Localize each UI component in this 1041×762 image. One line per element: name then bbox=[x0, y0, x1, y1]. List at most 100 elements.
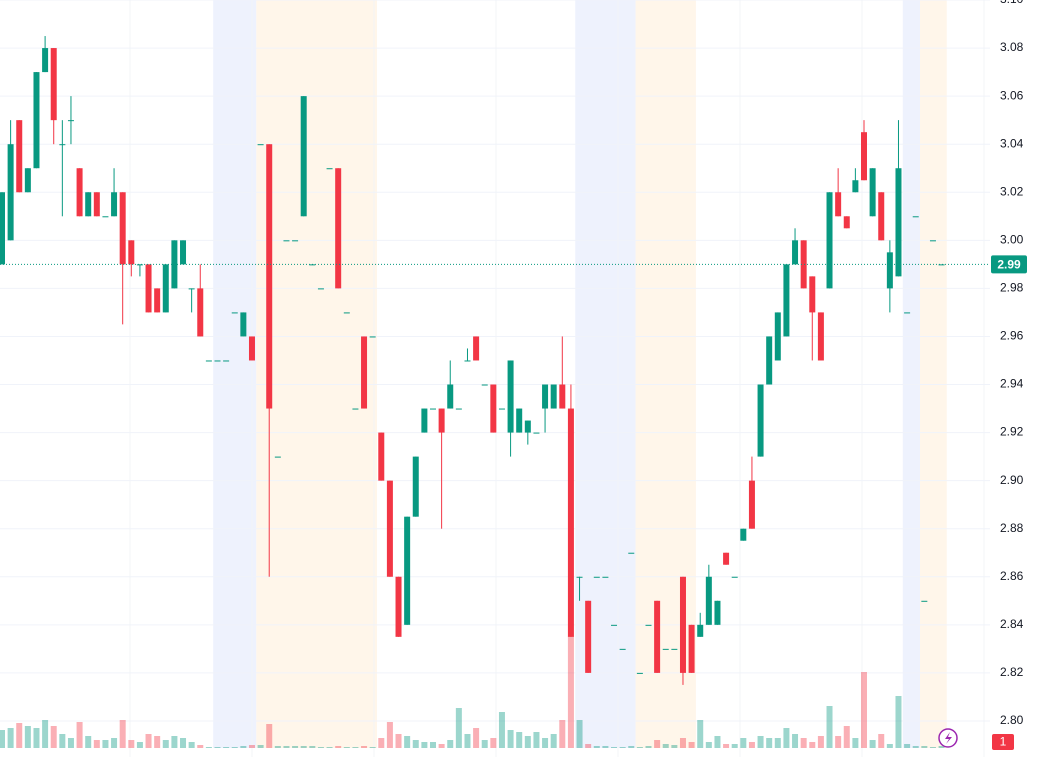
candle-body bbox=[257, 144, 264, 146]
candle-body bbox=[800, 240, 807, 289]
candle-body bbox=[843, 216, 850, 229]
candle-body bbox=[214, 360, 221, 362]
y-tick-label: 2.80 bbox=[1000, 713, 1024, 727]
candle-body bbox=[542, 384, 549, 409]
volume-bar bbox=[343, 747, 350, 748]
volume-bar bbox=[102, 740, 109, 748]
candle-body bbox=[352, 408, 359, 410]
volume-bar bbox=[748, 742, 755, 748]
candle-body bbox=[490, 384, 497, 433]
session-shading bbox=[213, 0, 947, 748]
candle-body bbox=[102, 216, 109, 218]
volume-bar bbox=[0, 730, 5, 748]
candle-body bbox=[455, 408, 462, 410]
volume-bar bbox=[809, 742, 816, 748]
candle-body bbox=[886, 252, 893, 289]
candle-body bbox=[50, 48, 57, 121]
volume-bar bbox=[473, 728, 480, 748]
candle-body bbox=[67, 120, 74, 122]
candle-body bbox=[223, 360, 230, 362]
y-tick-label: 2.82 bbox=[1000, 665, 1024, 679]
candle-body bbox=[93, 192, 100, 217]
volume-bar bbox=[93, 740, 100, 748]
candle-body bbox=[274, 456, 281, 458]
badge-bg bbox=[992, 734, 1014, 750]
candle-body bbox=[317, 288, 324, 290]
candle-body bbox=[740, 528, 747, 541]
candle-body bbox=[904, 312, 911, 314]
candle-body bbox=[300, 96, 307, 217]
candle-body bbox=[240, 312, 247, 337]
volume-bar bbox=[300, 746, 307, 748]
candle-body bbox=[679, 576, 686, 673]
candle-body bbox=[878, 192, 885, 241]
volume-bar bbox=[835, 736, 842, 748]
candle-body bbox=[714, 600, 721, 625]
volume-bar bbox=[861, 672, 867, 748]
volume-bar bbox=[869, 740, 876, 748]
session-band bbox=[575, 0, 636, 748]
volume-bar bbox=[85, 736, 92, 748]
candle-body bbox=[326, 168, 333, 170]
candle-body bbox=[188, 288, 195, 290]
candle-body bbox=[576, 576, 583, 578]
candle-body bbox=[16, 120, 23, 193]
candle-body bbox=[85, 192, 92, 217]
candle-body bbox=[0, 192, 5, 265]
volume-bar bbox=[386, 722, 393, 748]
volume-bar bbox=[214, 747, 221, 748]
candle-body bbox=[895, 168, 902, 277]
volume-bar bbox=[33, 728, 40, 748]
grid bbox=[0, 0, 990, 757]
candle-body bbox=[205, 360, 212, 362]
candle-body bbox=[783, 264, 790, 337]
y-tick-label: 2.84 bbox=[1000, 617, 1024, 631]
candle-body bbox=[809, 276, 816, 313]
volume-bar bbox=[76, 722, 83, 748]
candle-body bbox=[688, 624, 695, 673]
volume-bar bbox=[283, 746, 290, 748]
volume-bar bbox=[611, 747, 618, 748]
candle-body bbox=[766, 336, 773, 385]
candle-body bbox=[395, 576, 402, 637]
volume-bar bbox=[507, 730, 514, 748]
volume-bar bbox=[498, 712, 505, 748]
volume-bar bbox=[688, 742, 695, 748]
candle-body bbox=[59, 144, 66, 146]
y-tick-label: 3.00 bbox=[1000, 232, 1024, 246]
volume-bar bbox=[654, 740, 661, 748]
candle-body bbox=[817, 312, 824, 361]
volume-bar bbox=[188, 742, 195, 748]
volume-bar bbox=[128, 740, 135, 748]
volume-bar bbox=[662, 744, 669, 748]
volume-bar bbox=[705, 742, 712, 748]
volume-bar bbox=[593, 746, 600, 748]
y-tick-label: 2.94 bbox=[1000, 377, 1024, 391]
volume-bar bbox=[240, 746, 247, 748]
candle-body bbox=[145, 264, 152, 313]
volume-bar bbox=[67, 738, 74, 748]
candles bbox=[0, 36, 990, 685]
volume-bar bbox=[7, 728, 14, 748]
volume-bar bbox=[731, 744, 738, 748]
candle-body bbox=[869, 168, 876, 217]
volume-bar bbox=[602, 746, 609, 748]
volume-bar bbox=[145, 734, 152, 748]
y-tick-label: 3.04 bbox=[1000, 136, 1024, 150]
session-band bbox=[256, 0, 377, 748]
volume-bar bbox=[757, 736, 764, 748]
volume-bar bbox=[800, 738, 807, 748]
candle-body bbox=[645, 624, 652, 626]
candle-body bbox=[343, 312, 350, 314]
volume-bar bbox=[904, 744, 911, 748]
volume-bar bbox=[843, 726, 850, 748]
volume-bar bbox=[447, 740, 454, 748]
volume-bar bbox=[524, 736, 531, 748]
volume-bar bbox=[783, 728, 790, 748]
candle-body bbox=[938, 264, 945, 266]
volume-bar bbox=[378, 738, 385, 748]
volume-bar bbox=[671, 745, 678, 748]
candle-body bbox=[731, 576, 738, 578]
volume-bar bbox=[180, 738, 187, 748]
